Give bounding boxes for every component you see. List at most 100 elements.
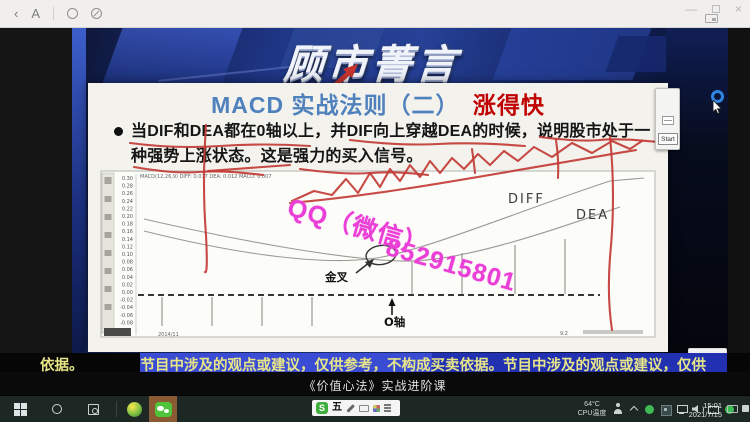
- notification-center-icon[interactable]: [742, 405, 749, 412]
- y-axis-label: 0.14: [122, 237, 133, 243]
- minimize-button[interactable]: —: [684, 2, 697, 16]
- text-size-icon[interactable]: A: [31, 5, 41, 21]
- close-button[interactable]: ×: [734, 2, 742, 16]
- macd-chart: MACD(12,26,9) DIFF: 0.017 DEA: 0.012 MAC…: [100, 170, 656, 338]
- ticker-prefix: 依据。: [40, 358, 84, 372]
- taskbar-clock[interactable]: 15:01 2021/7/15: [676, 401, 722, 419]
- dea-label: DEA: [576, 208, 609, 223]
- chart-header: MACD(12,26,9) DIFF: 0.017 DEA: 0.012 MAC…: [140, 174, 272, 180]
- white-overlay-box: [688, 348, 727, 353]
- studio-edge-strip: [72, 28, 86, 353]
- skin-icon[interactable]: [373, 404, 380, 412]
- y-axis-label: 0.02: [122, 282, 133, 288]
- circle-icon[interactable]: [67, 7, 79, 19]
- start-button[interactable]: Start: [658, 133, 678, 145]
- bullet-line-2: 种强势上涨状态。这是强力的买入信号。: [131, 148, 423, 165]
- clock-date: 2021/7/15: [688, 409, 722, 419]
- clock-time: 15:01: [703, 400, 722, 410]
- picture-in-picture-icon[interactable]: [705, 14, 718, 23]
- y-axis-label: 0.24: [122, 199, 133, 205]
- y-axis-label: -0.04: [120, 305, 133, 311]
- y-axis-label: 0.12: [122, 244, 133, 250]
- chart-sidebar-text: [104, 177, 112, 310]
- wechat-status-icon[interactable]: [644, 403, 655, 415]
- toolbar-tool-icon[interactable]: [662, 116, 674, 125]
- chart-scrollbar[interactable]: [583, 330, 643, 334]
- ime-logo-icon[interactable]: S: [316, 402, 328, 414]
- messenger-status-icon[interactable]: [724, 403, 735, 415]
- bullet-line-1: 当DIF和DEA都在0轴以上，并DIF向上穿越DEA的时候，说明股市处于一: [131, 123, 651, 140]
- maximize-button[interactable]: [711, 5, 720, 13]
- back-icon[interactable]: ‹: [14, 5, 19, 21]
- circle-slash-icon[interactable]: [91, 7, 103, 19]
- ticker-highlight: [140, 353, 432, 372]
- video-player: 顾市菁言 MACD 实战法则（二） 涨得快 当DIF和DEA都在0轴以上，并DI…: [0, 28, 750, 372]
- network-icon[interactable]: [676, 403, 688, 415]
- y-axis-label: -0.08: [120, 320, 133, 326]
- taskbar: S 五 64°C CPU温度 15:01 2021/7/15: [0, 395, 750, 422]
- y-axis-label: 0.18: [122, 222, 133, 228]
- y-axis-label: 0.26: [122, 191, 133, 197]
- y-axis-label: 0.04: [122, 275, 133, 281]
- golden-cross-label: 金叉: [324, 270, 348, 284]
- wechat-icon: [154, 402, 172, 417]
- pen-icon[interactable]: [346, 403, 355, 413]
- taskbar-divider: [116, 401, 117, 417]
- y-axis-label: 0.28: [122, 184, 133, 190]
- keyboard-icon[interactable]: [359, 404, 369, 412]
- wechat-taskbar-button[interactable]: [149, 396, 177, 422]
- slide-title: MACD 实战法则（二） 涨得快: [88, 86, 668, 120]
- y-axis-label: 0.10: [122, 252, 133, 258]
- caret-up-icon[interactable]: [628, 403, 639, 415]
- golden-cross-circle: [365, 244, 397, 266]
- cpu-temperature[interactable]: 64°C CPU温度: [574, 401, 610, 418]
- annotation-toolbar: Start: [655, 88, 680, 150]
- titlebar-divider: [53, 6, 55, 20]
- battery-icon[interactable]: [708, 403, 719, 415]
- disclaimer-ticker: 依据。 节目中涉及的观点或建议，仅供参考，不构成买卖依据。节目中涉及的观点或建议，…: [0, 353, 750, 372]
- chart-corner-box: [104, 328, 131, 336]
- window-titlebar: ‹ A — ×: [0, 0, 750, 28]
- y-axis-label: 0.22: [122, 206, 133, 212]
- diff-label: DIFF: [508, 192, 545, 207]
- start-menu-icon[interactable]: [14, 403, 27, 416]
- letterbox-right: [728, 28, 750, 353]
- letterbox-left: [0, 28, 72, 353]
- chart-y-axis: 0.30 0.280.26 0.240.22 0.20 0.180.16 0.140.12…: [120, 176, 133, 326]
- y-axis-label: 0.16: [122, 229, 133, 235]
- y-axis-label: 0.08: [122, 260, 133, 266]
- chart-corner-label: 9.2: [560, 331, 568, 337]
- menu-icon[interactable]: [384, 404, 391, 406]
- y-axis-label: 0.30: [122, 176, 133, 182]
- cpu-temp-label: CPU温度: [577, 409, 607, 417]
- touch-keyboard-icon[interactable]: [727, 405, 738, 413]
- y-axis-label: -0.06: [120, 313, 133, 319]
- course-subtitle: 《价值心法》实战进阶课: [303, 379, 447, 393]
- cpu-temp-value: 64°C: [584, 401, 600, 408]
- y-axis-label: 0.20: [122, 214, 133, 220]
- zero-axis-label: O轴: [384, 315, 405, 329]
- y-axis-label: 0.00: [122, 290, 133, 296]
- bullet-icon: [114, 127, 123, 136]
- user-icon[interactable]: [612, 403, 623, 415]
- search-icon[interactable]: [88, 404, 99, 415]
- video-frame: 顾市菁言 MACD 实战法则（二） 涨得快 当DIF和DEA都在0轴以上，并DI…: [72, 28, 728, 353]
- chart-date-label: 2014/11: [158, 332, 179, 338]
- ticker-text: 节目中涉及的观点或建议，仅供参考，不构成买卖依据。节目中涉及的观点或建议，仅供: [140, 358, 707, 372]
- presentation-slide: MACD 实战法则（二） 涨得快 当DIF和DEA都在0轴以上，并DIF向上穿越…: [88, 83, 668, 352]
- cortana-icon[interactable]: [52, 404, 62, 414]
- ime-mode-label[interactable]: 五: [332, 402, 342, 413]
- stock-app-icon[interactable]: [127, 402, 142, 417]
- slide-title-main: MACD 实战法则（二）: [211, 92, 460, 118]
- bullet-text: 当DIF和DEA都在0轴以上，并DIF向上穿越DEA的时候，说明股市处于一 种强…: [131, 119, 665, 169]
- system-tray: [612, 402, 735, 416]
- app-window-icon[interactable]: [660, 403, 672, 416]
- show-logo: 顾市菁言: [282, 43, 462, 87]
- subtitle-strip: 《价值心法》实战进阶课: [0, 372, 750, 395]
- chart-gridbars: [161, 239, 566, 326]
- volume-icon[interactable]: [692, 403, 704, 415]
- slide-title-accent: 涨得快: [472, 92, 545, 118]
- ime-toolbar[interactable]: S 五: [312, 400, 400, 416]
- loading-spinner: [711, 90, 724, 103]
